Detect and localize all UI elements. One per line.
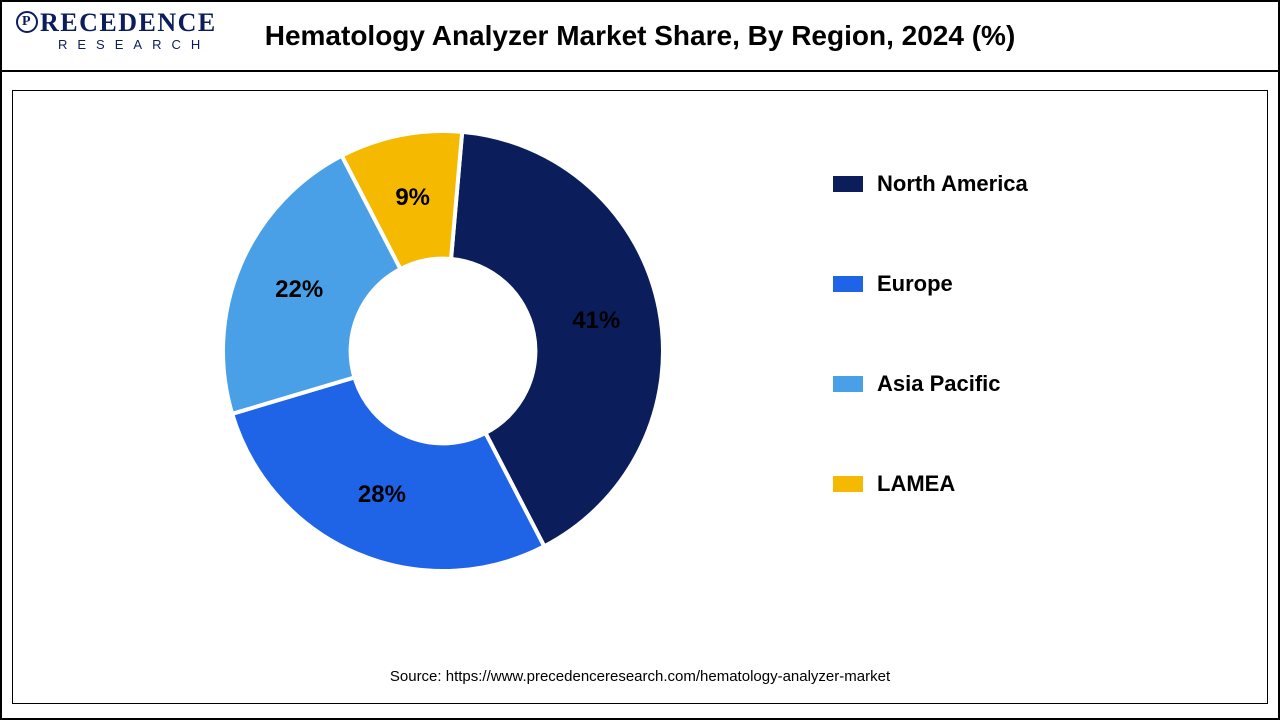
header-row: PRECEDENCE RESEARCH Hematology Analyzer … — [2, 2, 1278, 72]
logo-text: RECEDENCE — [40, 10, 217, 36]
legend-label: Europe — [877, 271, 953, 297]
legend-label: North America — [877, 171, 1028, 197]
legend-item: Europe — [833, 271, 1028, 297]
source-prefix: Source: — [390, 668, 446, 685]
legend-label: LAMEA — [877, 471, 955, 497]
legend: North America Europe Asia Pacific LAMEA — [833, 171, 1028, 497]
legend-swatch — [833, 276, 863, 292]
legend-label: Asia Pacific — [877, 371, 1001, 397]
donut-hole — [353, 261, 534, 442]
chart-area: 41%28%22%9% North America Europe Asia Paci… — [13, 91, 1267, 703]
legend-swatch — [833, 376, 863, 392]
legend-swatch — [833, 476, 863, 492]
chart-frame: 41%28%22%9% North America Europe Asia Paci… — [12, 90, 1268, 704]
logo-subtext: RESEARCH — [58, 38, 217, 51]
logo: PRECEDENCE RESEARCH — [16, 10, 217, 51]
outer-frame: PRECEDENCE RESEARCH Hematology Analyzer … — [0, 0, 1280, 720]
legend-item: LAMEA — [833, 471, 1028, 497]
legend-item: North America — [833, 171, 1028, 197]
legend-swatch — [833, 176, 863, 192]
donut-chart: 41%28%22%9% — [223, 131, 663, 571]
logo-wordmark: PRECEDENCE — [16, 10, 217, 36]
legend-item: Asia Pacific — [833, 371, 1028, 397]
logo-badge-icon: P — [16, 11, 38, 33]
source-url: https://www.precedenceresearch.com/hemat… — [446, 668, 890, 685]
source-line: Source: https://www.precedenceresearch.c… — [13, 668, 1267, 685]
